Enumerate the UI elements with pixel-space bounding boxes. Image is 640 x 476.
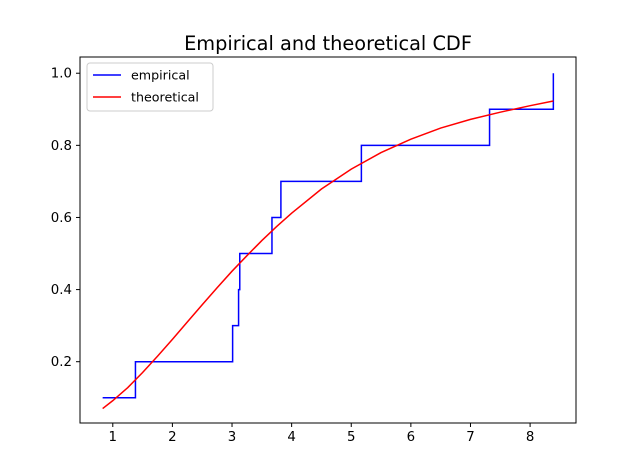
y-tick-label: 0.4 [51,283,72,298]
plot-area [102,73,555,410]
series-line-theoretical [102,100,554,410]
x-tick-label: 8 [526,430,534,445]
y-tick-label: 1.0 [51,67,72,82]
y-tick-label: 0.6 [51,211,72,226]
x-tick-label: 1 [109,430,117,445]
x-tick-label: 4 [287,430,295,445]
x-tick-label: 5 [347,430,355,445]
series-line-empirical [102,73,555,399]
axes-frame [79,56,577,424]
x-tick-label: 7 [466,430,474,445]
y-tick-label: 0.2 [51,355,72,370]
axis-ticks: 1 2 3 4 5 6 7 8 0.2 0.4 0.6 0.8 1.0 [51,67,535,445]
legend-label-empirical: empirical [131,68,190,83]
chart-title: Empirical and theoretical CDF [184,32,472,55]
y-tick-label: 0.8 [51,139,72,154]
legend: empirical theoretical [86,62,214,112]
legend-label-theoretical: theoretical [131,90,199,105]
x-tick-label: 3 [228,430,236,445]
x-tick-label: 2 [168,430,176,445]
x-tick-label: 6 [407,430,415,445]
